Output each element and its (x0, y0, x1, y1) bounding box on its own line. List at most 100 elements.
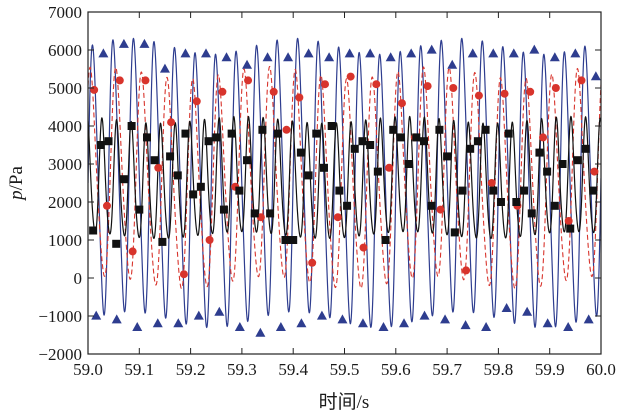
data-point-square (504, 129, 513, 138)
y-tick-label: 6000 (48, 41, 82, 60)
data-point-square (373, 167, 382, 176)
data-point-circle (487, 179, 496, 187)
x-axis: 59.0 59.1 59.2 59.3 59.4 59.5 59.6 59.7 59.8 59.9… (73, 12, 616, 379)
y-tick-label: 7000 (48, 3, 82, 22)
data-point-square (573, 156, 582, 165)
data-point-circle (372, 80, 381, 89)
series-line (88, 65, 601, 290)
y-tick-label: −1000 (38, 307, 82, 326)
data-point-square (435, 125, 444, 134)
y-tick-label: 0 (74, 269, 83, 288)
data-point-triangle (488, 48, 499, 58)
data-point-triangle (481, 322, 492, 331)
data-point-circle (359, 243, 368, 252)
data-point-triangle (542, 318, 553, 328)
y-axis-title-unit: /Pa (6, 166, 27, 191)
data-point-circle (385, 163, 394, 172)
data-point-triangle (316, 310, 327, 320)
data-point-square (335, 186, 344, 195)
data-point-triangle (159, 63, 170, 73)
data-point-circle (564, 217, 573, 225)
data-point-square (366, 141, 375, 149)
data-point-square (312, 129, 321, 138)
data-point-square (150, 156, 159, 165)
data-point-circle (102, 201, 111, 210)
data-point-square (589, 186, 598, 195)
data-point-square (158, 237, 167, 246)
data-point-square (389, 125, 398, 134)
data-point-circle (500, 89, 509, 98)
data-point-square (243, 156, 252, 165)
data-point-triangle (242, 59, 253, 69)
data-point-triangle (200, 48, 211, 58)
data-point-square (166, 152, 175, 161)
data-point-square (119, 175, 128, 184)
data-point-square (543, 167, 552, 176)
data-point-square (396, 133, 405, 142)
y-tick-label: 2000 (48, 193, 82, 212)
data-point-triangle (549, 52, 560, 62)
data-point-square (381, 236, 390, 244)
data-point-circle (269, 87, 278, 96)
data-point-triangle (91, 310, 102, 320)
data-point-triangle (275, 322, 286, 331)
data-point-triangle (118, 38, 129, 48)
x-tick-label: 59.3 (227, 360, 257, 379)
data-point-circle (346, 72, 355, 81)
data-point-triangle (508, 48, 519, 58)
x-tick-label: 59.0 (73, 360, 103, 379)
data-point-circle (321, 80, 330, 89)
data-point-triangle (139, 38, 150, 48)
data-point-square (420, 137, 429, 146)
markers-layer (89, 38, 601, 337)
data-point-square (450, 228, 459, 237)
data-point-triangle (522, 306, 533, 316)
y-axis: −2000 −1000 0 1000 2000 3000 4000 5000 6000 7000 (38, 3, 601, 364)
data-point-square (496, 198, 505, 206)
data-point-square (489, 186, 498, 195)
data-point-square (481, 125, 490, 134)
data-point-square (466, 144, 475, 153)
data-point-circle (192, 97, 201, 106)
data-point-square (127, 122, 136, 130)
data-point-circle (308, 258, 317, 267)
data-point-square (527, 209, 536, 218)
data-point-circle (256, 213, 265, 222)
data-point-square (273, 129, 282, 138)
data-point-square (550, 201, 559, 210)
data-point-triangle (132, 322, 143, 331)
data-point-circle (474, 91, 483, 100)
data-point-circle (282, 125, 291, 134)
data-point-square (350, 144, 359, 153)
data-point-triangle (344, 48, 355, 58)
data-point-square (319, 163, 328, 172)
series-line (88, 115, 601, 240)
data-point-circle (397, 99, 406, 108)
data-point-circle (526, 87, 535, 96)
data-point-square (412, 133, 421, 142)
data-point-circle (218, 87, 227, 96)
data-point-triangle (262, 52, 273, 62)
series-line (88, 37, 601, 329)
data-point-square (581, 144, 590, 153)
data-point-triangle (406, 48, 417, 58)
data-point-triangle (501, 303, 512, 312)
data-point-triangle (221, 52, 232, 62)
data-point-square (281, 236, 290, 244)
y-axis-title: p/Pa (6, 166, 27, 202)
data-point-triangle (529, 44, 540, 54)
data-point-square (266, 209, 275, 218)
data-point-circle (295, 93, 304, 102)
data-point-triangle (399, 318, 410, 328)
y-tick-label: 3000 (48, 155, 82, 174)
data-point-circle (90, 85, 99, 94)
data-point-square (404, 160, 413, 168)
data-point-triangle (324, 52, 335, 62)
y-tick-label: 5000 (48, 79, 82, 98)
data-point-triangle (467, 48, 478, 58)
data-point-circle (205, 236, 214, 244)
data-point-triangle (385, 52, 396, 62)
data-point-triangle (98, 48, 109, 58)
data-point-circle (244, 76, 253, 85)
